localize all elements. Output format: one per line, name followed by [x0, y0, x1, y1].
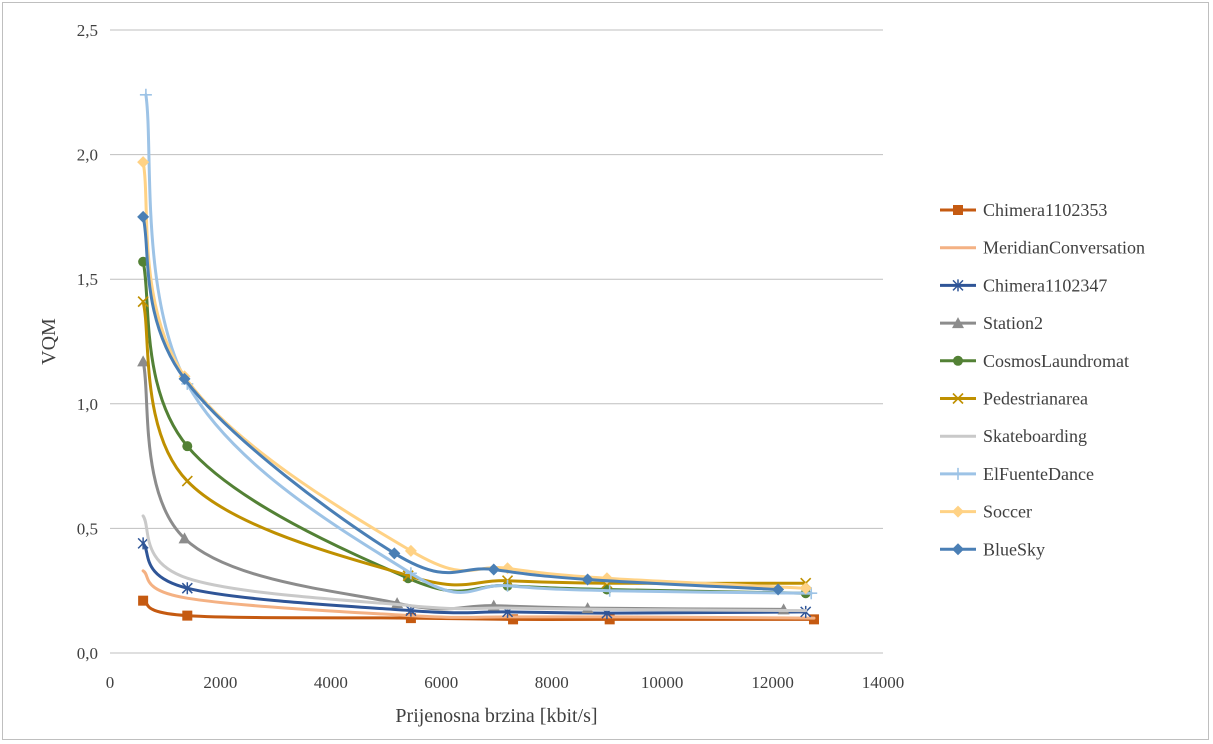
data-point: [137, 296, 149, 308]
series-line: [141, 541, 808, 615]
data-point: [181, 582, 193, 595]
legend-item: Skateboarding: [940, 426, 1087, 446]
y-tick-label: 0,5: [77, 519, 98, 538]
data-point: [137, 156, 150, 169]
y-tick-label: 2,0: [77, 146, 98, 165]
data-point: [799, 582, 812, 595]
series-line: [141, 300, 808, 587]
legend-label: BlueSky: [983, 539, 1045, 559]
series-line: [141, 569, 816, 620]
data-point: [181, 475, 193, 487]
legend-label: Chimera1102347: [983, 275, 1107, 295]
series-line: [141, 215, 780, 591]
legend-label: CosmosLaundromat: [983, 351, 1129, 371]
data-point: [508, 614, 519, 625]
x-tick-label: 12000: [751, 673, 794, 692]
data-point: [138, 256, 149, 267]
data-point: [137, 210, 150, 223]
data-point: [138, 595, 149, 606]
legend: Chimera1102353 MeridianConversation Chimer…: [940, 200, 1145, 559]
legend-item: ElFuenteDance: [940, 464, 1094, 484]
data-point: [603, 584, 616, 597]
x-axis-title: Prijenosna brzina [kbit/s]: [395, 705, 597, 727]
y-tick-label: 0,0: [77, 644, 98, 663]
series-Station2: [137, 355, 790, 615]
legend-label: Station2: [983, 313, 1043, 333]
data-point: [182, 441, 193, 452]
series-CosmosLaundromat: [138, 256, 811, 599]
series-ElFuenteDance: [139, 88, 818, 600]
legend-marker: [952, 392, 964, 405]
y-tick-label: 1,5: [77, 270, 98, 289]
x-tick-label: 8000: [535, 673, 569, 692]
data-point: [178, 532, 191, 544]
legend-item: Chimera1102353: [940, 200, 1107, 220]
y-tick-label: 1,0: [77, 395, 98, 414]
x-tick-label: 4000: [314, 673, 348, 692]
y-tick-label: 2,5: [77, 21, 98, 40]
data-point: [404, 544, 417, 557]
legend-label: Pedestrianarea: [983, 389, 1088, 409]
x-tick-label: 2000: [203, 673, 237, 692]
series-Pedestrianarea: [137, 296, 812, 589]
legend-marker: [952, 467, 964, 480]
x-tick-label: 0: [106, 673, 115, 692]
data-point: [404, 567, 417, 580]
x-tick-label: 6000: [424, 673, 458, 692]
y-axis-ticks: 0,0 0,5 1,0 1,5 2,0 2,5: [77, 21, 98, 663]
legend-marker: [952, 543, 964, 556]
legend-label: Chimera1102353: [983, 200, 1107, 220]
data-point: [137, 537, 149, 550]
x-tick-label: 14000: [862, 673, 905, 692]
data-point: [137, 355, 150, 367]
legend-item: BlueSky: [940, 539, 1045, 559]
data-point: [139, 88, 152, 101]
legend-label: Skateboarding: [983, 426, 1087, 446]
legend-label: Soccer: [983, 502, 1032, 522]
data-point: [501, 579, 514, 592]
data-point: [805, 587, 818, 600]
legend-item: Station2: [940, 313, 1043, 333]
legend-item: Chimera1102347: [940, 275, 1107, 295]
series-BlueSky: [137, 210, 785, 596]
legend-marker: [952, 317, 964, 329]
legend-marker: [952, 279, 964, 292]
series-line: [141, 514, 808, 613]
legend-item: Pedestrianarea: [940, 389, 1088, 409]
legend-item: MeridianConversation: [940, 238, 1145, 258]
data-point: [388, 547, 401, 560]
legend-item: CosmosLaundromat: [940, 351, 1129, 371]
y-axis-title: VQM: [38, 318, 60, 365]
data-point: [581, 573, 594, 586]
series-MeridianConversation: [141, 569, 816, 620]
legend-label: MeridianConversation: [983, 238, 1145, 258]
series-line: [141, 260, 808, 595]
series-line: [141, 160, 808, 590]
data-point: [182, 610, 193, 621]
legend-marker: [952, 505, 964, 518]
x-axis-ticks: 0 2000 4000 6000 8000 10000 12000 14000: [106, 673, 905, 692]
x-tick-label: 10000: [641, 673, 684, 692]
data-point: [604, 614, 615, 625]
legend-item: Soccer: [940, 502, 1032, 522]
legend-label: ElFuenteDance: [983, 464, 1094, 484]
data-point: [405, 613, 416, 624]
data-point: [178, 372, 191, 385]
series-group: [137, 88, 819, 625]
data-point: [487, 563, 500, 576]
series-line: [144, 93, 813, 595]
legend-marker: [953, 205, 963, 215]
data-point: [772, 583, 785, 596]
grid-lines: [110, 29, 883, 529]
series-Skateboarding: [141, 514, 808, 613]
legend-marker: [953, 355, 963, 366]
